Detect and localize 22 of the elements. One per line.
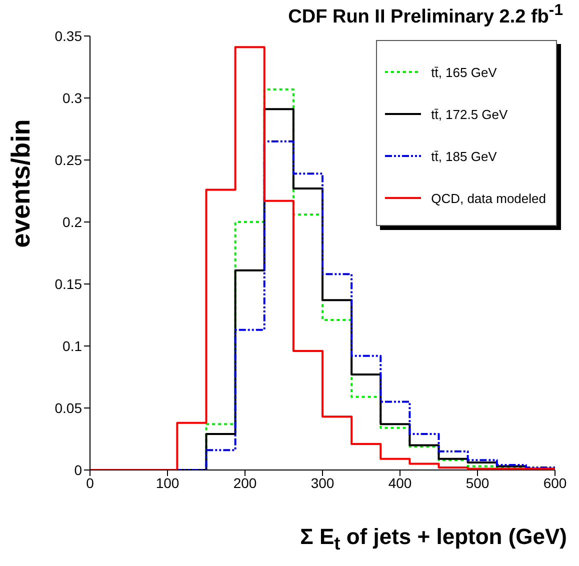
legend-label: QCD, data modeled <box>431 190 546 206</box>
x-tick-label: 400 <box>388 474 412 491</box>
x-tick-label: 300 <box>310 474 334 491</box>
legend-label: tt̄, 165 GeV <box>431 64 497 80</box>
y-tick-label: 0.3 <box>62 90 82 106</box>
y-axis-title: events/bin <box>6 118 36 248</box>
legend-label: tt̄, 185 GeV <box>431 148 497 164</box>
chart-title: CDF Run II Preliminary 2.2 fb$^{-1}$ <box>288 2 563 28</box>
legend-label: tt̄, 172.5 GeV <box>431 106 508 122</box>
x-tick-label: 500 <box>466 474 490 491</box>
y-tick-label: 0.25 <box>54 152 82 168</box>
y-tick-label: 0.15 <box>54 276 82 292</box>
y-tick-label: 0.35 <box>54 28 82 44</box>
x-tick-label: 600 <box>543 474 567 491</box>
y-tick-label: 0.1 <box>62 338 82 354</box>
y-tick-label: 0 <box>74 462 82 478</box>
x-tick-label: 200 <box>233 474 257 491</box>
y-tick-label: 0.2 <box>62 214 82 230</box>
x-axis-title: Σ E$_{t}$ of jets + lepton (GeV) <box>300 524 567 554</box>
y-tick-label: 0.05 <box>54 400 82 416</box>
x-tick-label: 0 <box>86 474 94 491</box>
x-tick-label: 100 <box>156 474 180 491</box>
